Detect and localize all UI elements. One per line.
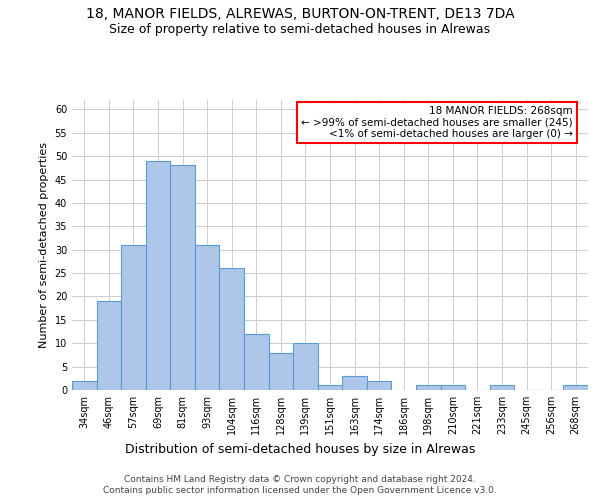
Bar [440,386,465,390]
Text: Contains HM Land Registry data © Crown copyright and database right 2024.: Contains HM Land Registry data © Crown c… [124,475,476,484]
Y-axis label: Number of semi-detached properties: Number of semi-detached properties [39,142,49,348]
Text: Distribution of semi-detached houses by size in Alrewas: Distribution of semi-detached houses by … [125,442,475,456]
Bar [195,245,220,390]
Text: Size of property relative to semi-detached houses in Alrewas: Size of property relative to semi-detach… [109,22,491,36]
Text: Contains public sector information licensed under the Open Government Licence v3: Contains public sector information licen… [103,486,497,495]
Bar [490,386,514,390]
Bar [318,386,342,390]
Bar [146,161,170,390]
Text: 18 MANOR FIELDS: 268sqm
← >99% of semi-detached houses are smaller (245)
<1% of : 18 MANOR FIELDS: 268sqm ← >99% of semi-d… [301,106,572,139]
Bar [244,334,269,390]
Bar [121,245,146,390]
Bar [293,343,318,390]
Bar [563,386,588,390]
Text: 18, MANOR FIELDS, ALREWAS, BURTON-ON-TRENT, DE13 7DA: 18, MANOR FIELDS, ALREWAS, BURTON-ON-TRE… [86,8,514,22]
Bar [170,166,195,390]
Bar [220,268,244,390]
Bar [416,386,440,390]
Bar [97,301,121,390]
Bar [72,380,97,390]
Bar [367,380,391,390]
Bar [269,352,293,390]
Bar [342,376,367,390]
